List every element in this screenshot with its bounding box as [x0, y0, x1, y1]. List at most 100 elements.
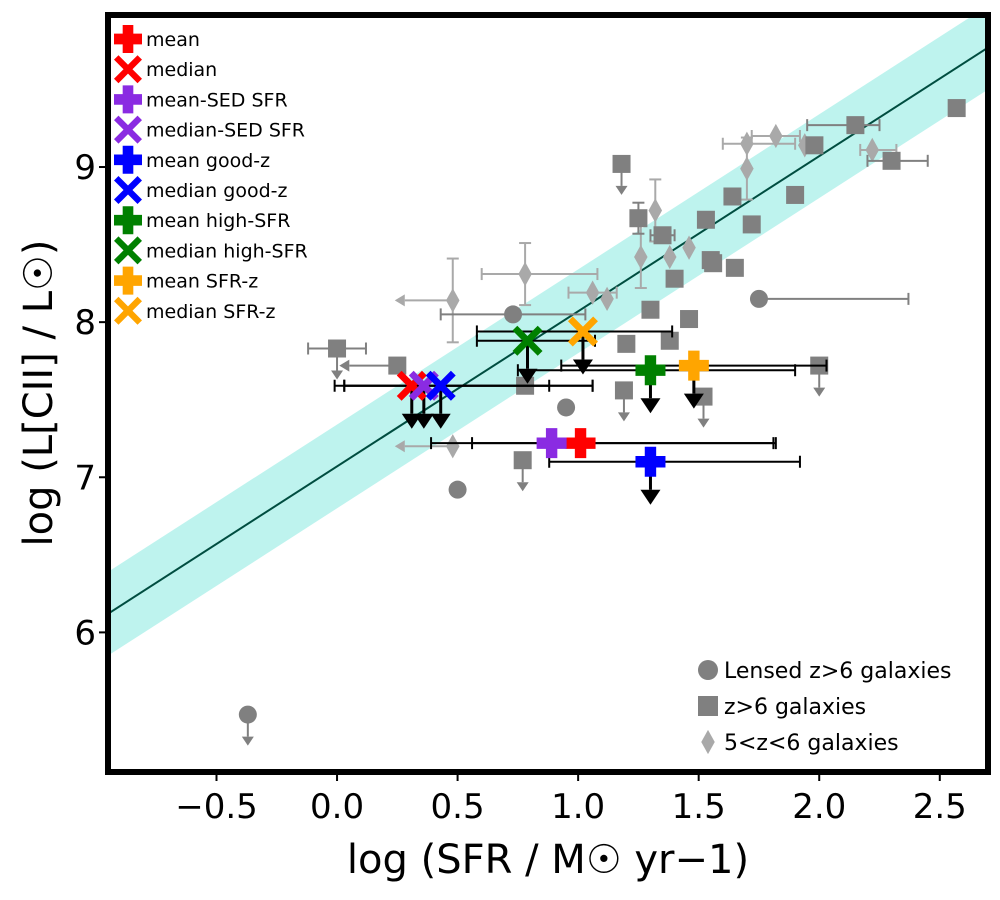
xlimit-arrowhead	[394, 294, 405, 307]
y-tick-label: 8	[74, 303, 96, 343]
xlimit-arrowhead	[394, 440, 405, 453]
z6-point	[694, 387, 713, 406]
z6-point	[742, 215, 761, 234]
upper-limit-arrowhead	[617, 412, 630, 422]
mean-sfrz-point	[678, 350, 709, 381]
data-layer	[238, 99, 966, 746]
lensed-point	[238, 705, 257, 724]
lensed-point	[557, 398, 576, 417]
legend-mean-sed-label: mean-SED SFR	[146, 89, 288, 111]
median-sfrz-point	[567, 316, 598, 347]
legend-median-highsfr-label: median high-SFR	[146, 240, 308, 262]
upper-limit-arrowhead	[413, 413, 434, 429]
z5to6-point	[740, 131, 754, 156]
upper-limit-arrowhead	[517, 368, 538, 384]
legend-z6-label: z>6 galaxies	[724, 695, 866, 720]
z6-point	[786, 185, 805, 204]
z6-point	[725, 258, 744, 277]
legend-median-marker	[114, 55, 142, 84]
x-tick-label: 2.0	[792, 787, 846, 827]
x-tick-label: 1.0	[551, 787, 605, 827]
upper-limit-arrowhead	[430, 413, 451, 429]
z6-point	[612, 154, 631, 173]
lensed-point	[749, 289, 768, 308]
upper-limit-arrowhead	[640, 489, 661, 505]
z6-point	[641, 300, 660, 319]
z6-point	[882, 151, 901, 170]
legend-median-sed-label: median-SED SFR	[146, 120, 305, 142]
axes-layer: −0.5 0.0 0.5 1.0 1.5 2.0 2.5 6 7 8 9	[74, 148, 966, 827]
mean-highsfr-point	[635, 355, 666, 386]
legend-mean-sfrz-label: mean SFR-z	[146, 271, 258, 293]
legend-median-goodz-label: median good-z	[146, 180, 287, 202]
y-tick-label: 9	[74, 148, 96, 188]
z6-point	[846, 116, 865, 135]
legend-lensed-label: Lensed z>6 galaxies	[724, 659, 951, 684]
legend-mean-goodz-label: mean good-z	[146, 150, 270, 172]
legend-mean-marker	[114, 25, 142, 53]
lensed-point	[504, 305, 523, 324]
y-axis-label: log (L[CII] / L☉)	[16, 240, 62, 547]
upper-limit-arrowhead	[697, 418, 710, 428]
legend-mean-label: mean	[146, 29, 200, 51]
relation-scatter-band	[108, 15, 988, 656]
z5to6-point	[518, 261, 532, 287]
z6-point	[328, 339, 347, 358]
legend-z5to6-label: 5<z<6 galaxies	[724, 731, 899, 756]
upper-limit-arrowhead	[813, 387, 826, 397]
x-tick-label: 0.5	[431, 787, 485, 827]
z6-point	[665, 269, 684, 288]
legend-layer: mean median mean-SED SFR median-SED SFR mean…	[114, 25, 951, 756]
mean-point	[565, 428, 596, 459]
legend-lensed-marker	[698, 660, 718, 680]
z5to6-point	[446, 288, 460, 313]
legend-mean-highsfr-label: mean high-SFR	[146, 210, 290, 232]
legend-median-highsfr-marker	[114, 236, 142, 265]
z6-point	[696, 210, 715, 229]
z6-point	[660, 331, 679, 350]
z5to6-point	[600, 286, 614, 312]
z5to6-point	[648, 198, 663, 223]
mean-sed-point	[536, 428, 567, 459]
z5to6-point	[740, 156, 754, 181]
upper-limit-arrowhead	[331, 370, 344, 380]
median-highsfr-point	[512, 325, 543, 356]
z5to6-point	[634, 244, 648, 270]
upper-limit-arrowhead	[615, 185, 628, 195]
z5to6-point	[663, 244, 677, 270]
z6-point	[680, 310, 699, 329]
legend-mean-sfrz-marker	[114, 266, 142, 295]
z6-point	[388, 356, 407, 375]
x-tick-label: −0.5	[175, 787, 258, 827]
z6-point	[513, 451, 532, 470]
z6-point	[614, 381, 633, 400]
z6-point	[629, 209, 648, 228]
legend-z5to6-marker	[701, 729, 715, 755]
z5to6	[394, 123, 898, 459]
z6-point	[723, 187, 742, 206]
z5to6-point	[446, 434, 460, 459]
z6-point	[617, 334, 636, 353]
y-tick-label: 6	[74, 613, 96, 653]
mean-goodz-point	[635, 446, 666, 477]
stack-points	[333, 316, 828, 505]
z6-point	[805, 136, 824, 155]
upper-limit-arrowhead	[241, 736, 254, 746]
legend-mean-sed-marker	[114, 85, 142, 114]
z6-point	[653, 226, 672, 245]
upper-limit-arrowhead	[572, 359, 593, 375]
x-tick-label: 0.0	[310, 787, 364, 827]
upper-limit-arrowhead	[683, 393, 704, 409]
y-tick-label: 7	[74, 458, 96, 498]
legend-median-label: median	[146, 59, 217, 81]
z5to6-point	[585, 280, 600, 305]
xlimit-arrowhead	[339, 359, 350, 372]
z6-point	[947, 99, 966, 118]
legend-mean-goodz-marker	[114, 145, 142, 174]
z5to6-point	[769, 123, 783, 149]
legend-median-goodz-marker	[114, 176, 142, 204]
z5to6-point	[865, 137, 880, 163]
legend-median-sfrz-label: median SFR-z	[146, 301, 276, 323]
legend-median-sfrz-marker	[114, 296, 142, 325]
